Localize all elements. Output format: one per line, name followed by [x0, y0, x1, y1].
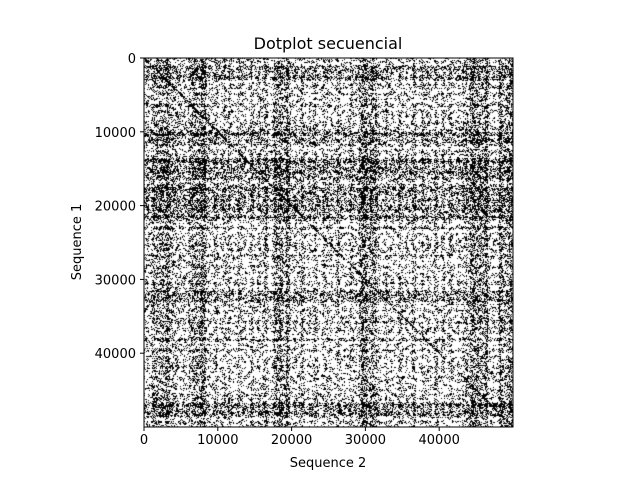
- x-tick-label: 40000: [419, 433, 460, 448]
- x-axis: 0 10000 20000 30000 40000: [140, 427, 460, 448]
- y-tick-label: 0: [128, 52, 136, 67]
- dotplot-matrix: [144, 58, 513, 427]
- x-tick-label: 0: [140, 433, 148, 448]
- y-axis: 0 10000 20000 30000 40000: [95, 52, 144, 362]
- x-tick-label: 10000: [197, 433, 238, 448]
- x-axis-label: Sequence 2: [290, 456, 367, 471]
- plot-area: [143, 57, 514, 428]
- y-tick-label: 30000: [95, 273, 136, 288]
- y-tick-label: 10000: [95, 126, 136, 141]
- y-tick-label: 40000: [95, 347, 136, 362]
- axes-frame: [143, 57, 514, 428]
- x-tick-label: 30000: [345, 433, 386, 448]
- y-axis-label: Sequence 1: [70, 204, 85, 281]
- y-tick-label: 20000: [95, 200, 136, 215]
- x-tick-label: 20000: [271, 433, 312, 448]
- chart-title: Dotplot secuencial: [254, 34, 403, 53]
